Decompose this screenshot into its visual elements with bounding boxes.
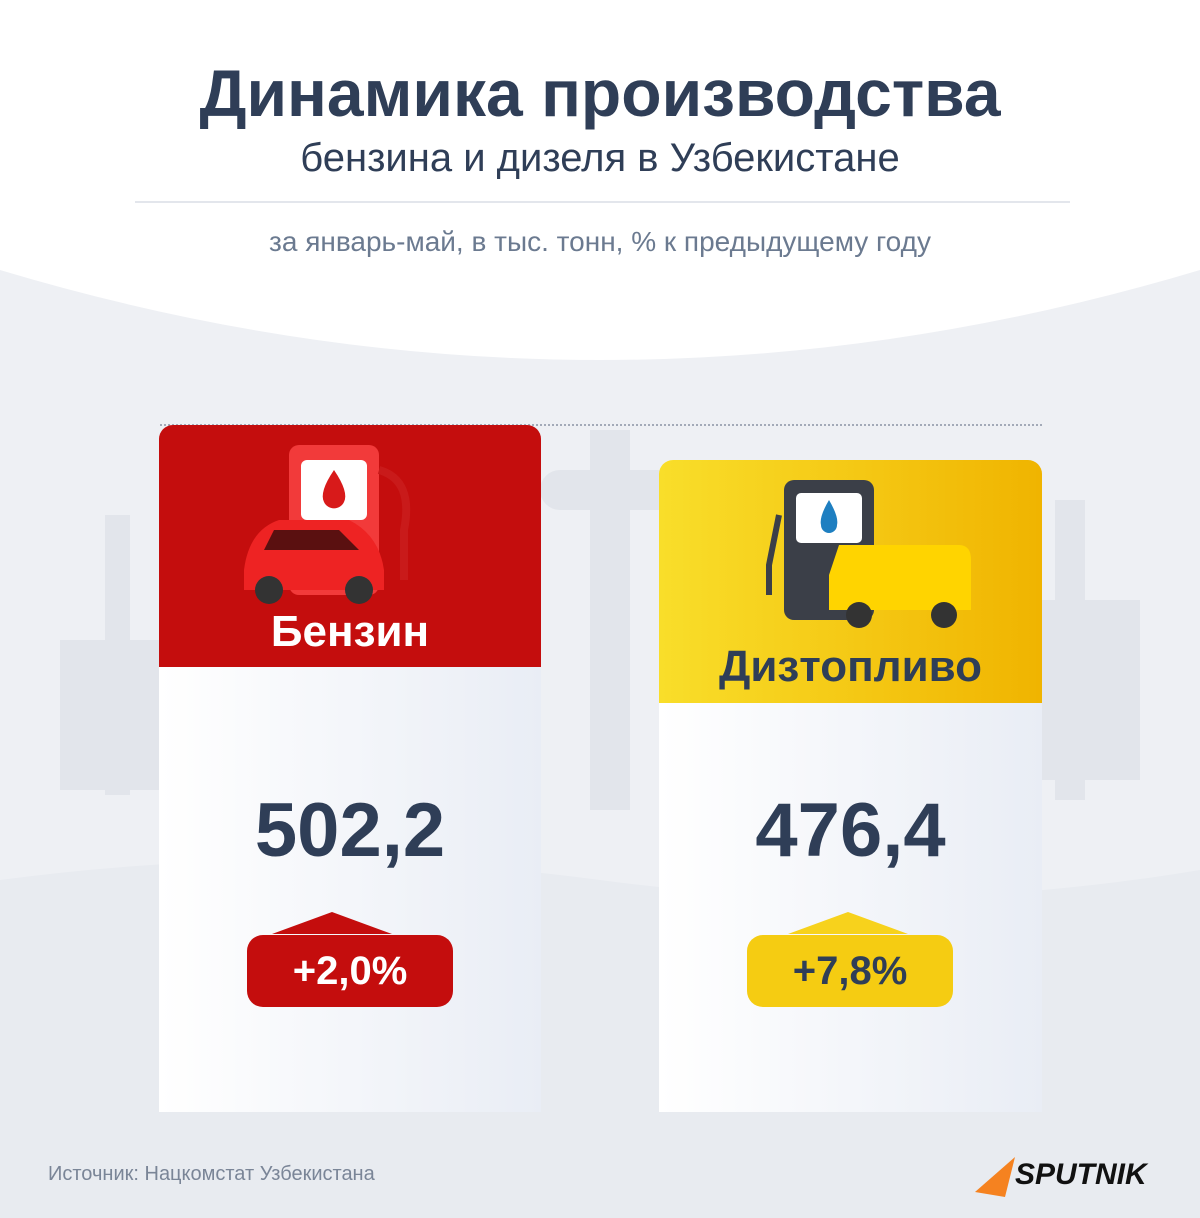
card: Дизтопливо 476,4 +7,8% (659, 460, 1042, 1112)
icon (244, 445, 411, 604)
subtitle: бензина и дизеля в Узбекистане (300, 136, 900, 180)
arrow (272, 912, 392, 934)
logo-mark (975, 1157, 1015, 1197)
card-header: Дизтопливо (659, 460, 1042, 703)
icon (766, 480, 971, 628)
card-header: Бензин (159, 425, 541, 667)
value: 476,4 (755, 788, 946, 873)
change-badge: +2,0% (247, 935, 453, 1007)
label: Дизтопливо (718, 642, 983, 691)
source: Источник: Нацкомстат Узбекистана (48, 1163, 375, 1185)
note: за январь-май, в тыс. тонн, % к предыдущ… (269, 226, 931, 257)
change-badge: +7,8% (747, 935, 953, 1007)
logo: SPUTNIK (1015, 1158, 1147, 1191)
card: Бензин 502,2 +2,0% (159, 425, 541, 1112)
title: Динамика производства (199, 56, 1001, 130)
value: 502,2 (254, 788, 446, 873)
label: Бензин (270, 607, 430, 656)
arrow (788, 912, 908, 934)
